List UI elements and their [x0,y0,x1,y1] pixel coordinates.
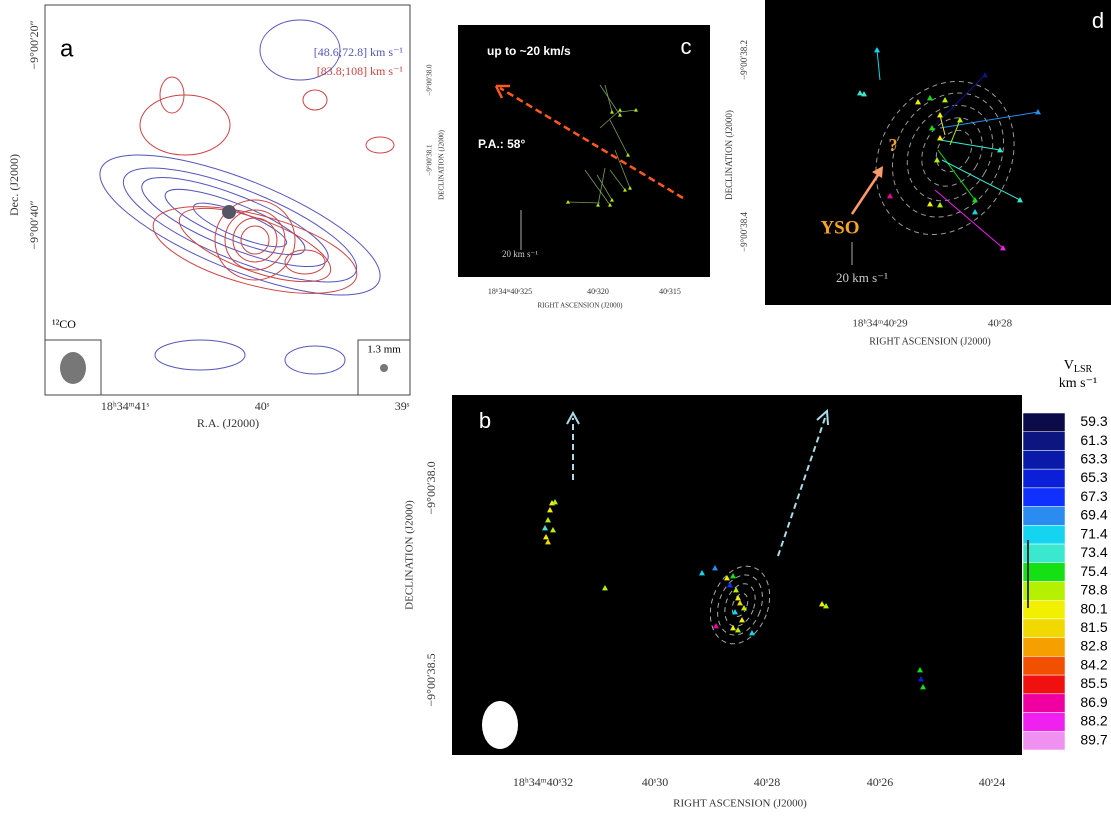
x-tick-label: 40ˢ315 [659,287,681,296]
colorbar-label: 61.3 [1080,432,1107,448]
colorbar-label: 85.5 [1080,675,1107,691]
colorbar-cell [1023,413,1065,432]
colorbar-cell [1023,619,1065,638]
beam [380,364,388,372]
y-tick-label: −9°00′38.4 [739,212,749,252]
colorbar-label: 65.3 [1080,469,1107,485]
annotation: P.A.: 58° [478,137,525,151]
beam-label: 1.3 mm [367,344,401,356]
colorbar-label: 75.4 [1080,563,1107,579]
colorbar-cell [1023,694,1065,713]
figure: a [48.6;72.8] km s⁻¹ [83.8;108] km s⁻¹ ¹… [0,0,1111,817]
panel-a: a [48.6;72.8] km s⁻¹ [83.8;108] km s⁻¹ ¹… [7,5,410,430]
x-axis-title: RIGHT ASCENSION (J2000) [869,336,991,347]
colorbar-cell [1023,432,1065,451]
panel-label: d [1092,8,1104,33]
x-tick-label: 18ʰ34ᵐ40ˢ325 [488,287,532,296]
y-axis-title: DECLINATION (J2000) [438,129,446,199]
colorbar-label: 67.3 [1080,488,1107,504]
colorbar-label: 80.1 [1080,600,1107,616]
colorbar-cell [1023,656,1065,675]
panel-label: a [60,35,74,62]
legend-entry: [48.6;72.8] km s⁻¹ [314,45,404,59]
legend-entry: [83.8;108] km s⁻¹ [317,64,404,78]
x-tick-label: 18ʰ34ᵐ40ˢ29 [852,318,908,330]
x-tick-label: 40ˢ28 [988,318,1013,330]
colorbar-label: 78.8 [1080,582,1107,598]
colorbar-label: 71.4 [1080,525,1107,541]
colorbar-cell [1023,469,1065,488]
colorbar-cell [1023,731,1065,750]
y-tick-label: −9°00′38.0 [424,461,438,514]
panel-c: up to ~20 km/s c P.A.: 58° 20 km s⁻¹ 18ʰ… [426,25,710,310]
annotation: YSO [820,217,859,238]
y-tick-label: −9°00′38.2 [739,40,749,80]
colorbar-unit: km s⁻¹ [1059,376,1097,391]
y-tick-label: −9°00′40″ [27,200,41,249]
x-tick-label: 40ˢ30 [642,775,669,789]
beam [60,352,86,384]
colorbar-label: 59.3 [1080,413,1107,429]
x-tick-label: 18ʰ34ᵐ40ˢ32 [513,775,573,789]
frame [452,395,1022,755]
y-axis-title: DECLINATION (J2000) [724,110,734,200]
colorbar-label: 73.4 [1080,544,1107,560]
colorbar-label: 89.7 [1080,731,1107,747]
colorbar-cell [1023,582,1065,601]
colorbar-label: 63.3 [1080,451,1107,467]
x-tick-label: 39ˢ [395,399,410,413]
colorbar-cell [1023,638,1065,657]
x-axis-title: R.A. (J2000) [197,416,259,430]
colorbar-cell [1023,507,1065,526]
colorbar-title: V [1064,358,1074,373]
x-axis-title: RIGHT ASCENSION (J2000) [537,302,623,310]
source [222,205,236,219]
beam [482,701,518,749]
colorbar-cell [1023,544,1065,563]
annotation: ? [889,135,898,155]
y-axis-title: DECLINATION (J2000) [404,500,416,610]
colorbar-subscript: LSR [1074,364,1093,375]
x-tick-label: 40ˢ320 [587,287,609,296]
panel-b: b 18ʰ34ᵐ40ˢ32 40ˢ30 40ˢ28 40ˢ26 40ˢ24 RI… [404,358,1108,809]
x-axis-title: RIGHT ASCENSION (J2000) [673,798,807,810]
scale-label: 20 km s⁻¹ [502,249,538,259]
y-axis-title: Dec. (J2000) [7,154,21,216]
y-tick-label: −9°00′20″ [27,20,41,69]
colorbar-label: 82.8 [1080,638,1107,654]
colorbar-cell [1023,450,1065,469]
colorbar-cell [1023,675,1065,694]
annotation: up to ~20 km/s [487,44,571,58]
colorbar-cell [1023,600,1065,619]
scale-label: 20 km s⁻¹ [836,270,888,285]
x-tick-label: 40ˢ28 [754,775,781,789]
panel-label: c [681,34,692,59]
colorbar-cell [1023,713,1065,732]
frame [765,0,1111,305]
x-tick-label: 40ˢ24 [979,775,1006,789]
colorbar-cell [1023,488,1065,507]
beam-label: ¹²CO [52,317,76,331]
y-tick-label: −9°00′38.1 [426,144,434,176]
y-tick-label: −9°00′38.5 [424,653,438,706]
colorbar-label: 86.9 [1080,694,1107,710]
x-tick-label: 40ˢ [255,399,270,413]
x-tick-label: 40ˢ26 [867,775,894,789]
colorbar-cell [1023,525,1065,544]
colorbar-label: 69.4 [1080,507,1107,523]
x-tick-label: 18ʰ34ᵐ41ˢ [101,399,150,413]
panel-label: b [479,408,491,433]
colorbar-label: 81.5 [1080,619,1107,635]
colorbar-label: 84.2 [1080,656,1107,672]
panel-d: d ? YSO 20 km s⁻¹ 18ʰ34ᵐ40ˢ29 40ˢ28 RIGH… [724,0,1111,347]
y-tick-label: −9°00′38.0 [426,64,434,96]
colorbar-title: VLSR [1064,358,1093,375]
colorbar-label: 88.2 [1080,713,1107,729]
colorbar-cell [1023,563,1065,582]
